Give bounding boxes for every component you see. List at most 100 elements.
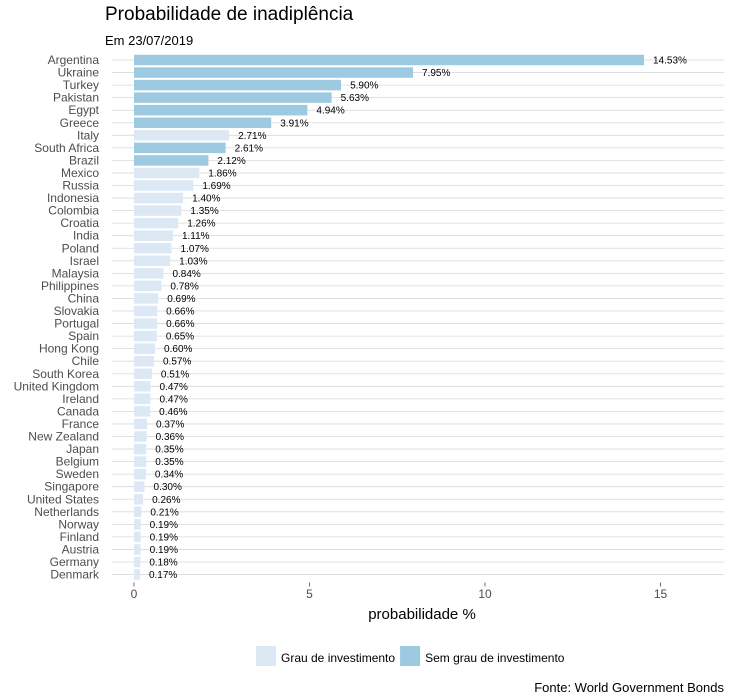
value-label: 0.78%	[170, 281, 198, 292]
category-label: Spain	[68, 329, 99, 343]
value-label: 0.66%	[166, 319, 194, 330]
bar	[134, 268, 164, 279]
value-label: 0.51%	[161, 369, 189, 380]
value-label: 0.37%	[156, 419, 184, 430]
x-tick-label: 5	[306, 587, 313, 601]
chart-title: Probabilidade de inadiplência	[105, 4, 354, 25]
category-label: Chile	[72, 354, 100, 368]
category-label: Philippines	[41, 279, 99, 293]
category-label: Brazil	[69, 153, 99, 167]
bar	[134, 54, 645, 66]
value-label: 2.71%	[238, 131, 266, 142]
bar	[134, 92, 332, 103]
category-label: Croatia	[60, 216, 99, 230]
value-label: 0.30%	[154, 482, 182, 493]
bar	[134, 117, 272, 128]
value-label: 0.65%	[166, 332, 194, 343]
value-label: 0.21%	[150, 507, 178, 518]
value-label: 1.40%	[192, 194, 220, 205]
bar	[134, 330, 157, 342]
category-label: South Korea	[32, 367, 99, 381]
bar	[134, 280, 162, 292]
bar	[134, 431, 147, 442]
value-label: 0.57%	[163, 357, 191, 368]
value-label: 3.91%	[280, 118, 308, 129]
value-label: 4.94%	[316, 106, 344, 117]
bar	[134, 318, 158, 329]
category-label: Japan	[66, 442, 99, 456]
value-label: 1.69%	[202, 181, 230, 192]
category-label: Germany	[50, 555, 99, 569]
value-label: 5.90%	[350, 81, 378, 92]
category-label: Argentina	[48, 53, 100, 67]
value-label: 0.19%	[150, 532, 178, 543]
bar	[134, 368, 152, 379]
bar	[134, 130, 230, 141]
x-tick-label: 10	[478, 587, 492, 601]
value-label: 0.84%	[172, 269, 200, 280]
bar	[134, 104, 308, 116]
value-label: 1.86%	[208, 168, 236, 179]
value-label: 0.19%	[150, 545, 178, 556]
value-label: 0.26%	[152, 495, 180, 506]
value-label: 0.47%	[159, 382, 187, 393]
value-label: 1.03%	[179, 256, 207, 267]
category-label: Russia	[62, 179, 99, 193]
category-label: Greece	[60, 116, 100, 130]
category-label: New Zealand	[28, 430, 99, 444]
value-label: 1.26%	[187, 219, 215, 230]
value-label: 2.61%	[235, 143, 263, 154]
category-label: Ukraine	[58, 66, 100, 80]
category-label: Italy	[77, 128, 99, 142]
bar	[134, 67, 414, 78]
category-label: Norway	[58, 517, 99, 531]
bar	[134, 481, 145, 492]
value-label: 1.11%	[182, 231, 210, 242]
value-label: 0.35%	[155, 445, 183, 456]
category-label: Finland	[60, 530, 99, 544]
legend-label: Grau de investimento	[281, 651, 395, 665]
category-label: Colombia	[48, 204, 99, 218]
bar	[134, 243, 172, 254]
bar	[134, 155, 209, 166]
category-label: Sweden	[56, 467, 99, 481]
category-label: Canada	[57, 404, 99, 418]
value-label: 0.34%	[155, 470, 183, 481]
value-label: 0.19%	[150, 520, 178, 531]
bar	[134, 506, 142, 518]
category-label: Netherlands	[34, 505, 99, 519]
bar	[134, 142, 226, 154]
x-axis-title: probabilidade %	[368, 606, 476, 623]
category-label: Portugal	[54, 317, 99, 331]
legend-label: Sem grau de investimento	[425, 651, 565, 665]
bar	[134, 556, 141, 568]
bar	[134, 544, 141, 555]
category-label: Ireland	[62, 392, 99, 406]
bar	[134, 217, 179, 229]
value-label: 0.46%	[159, 407, 187, 418]
category-label: India	[73, 229, 99, 243]
value-label: 0.35%	[155, 457, 183, 468]
value-label: 1.07%	[181, 244, 209, 255]
value-label: 14.53%	[653, 56, 687, 67]
value-label: 0.66%	[166, 307, 194, 318]
bar	[134, 418, 147, 430]
bar	[134, 456, 147, 467]
category-label: Austria	[62, 542, 100, 556]
bar	[134, 381, 151, 392]
value-label: 0.47%	[159, 394, 187, 405]
category-label: United Kingdom	[14, 379, 99, 393]
source-caption: Fonte: World Government Bonds	[534, 680, 724, 695]
bar	[134, 205, 182, 216]
bar	[134, 343, 156, 354]
value-label: 0.18%	[149, 558, 177, 569]
legend-swatch	[400, 646, 421, 666]
category-label: China	[68, 291, 100, 305]
value-label: 1.35%	[190, 206, 218, 217]
category-label: Denmark	[50, 568, 100, 582]
chart-subtitle: Em 23/07/2019	[105, 33, 194, 48]
category-label: South Africa	[34, 141, 99, 155]
value-label: 5.63%	[341, 93, 369, 104]
value-label: 2.12%	[217, 156, 245, 167]
